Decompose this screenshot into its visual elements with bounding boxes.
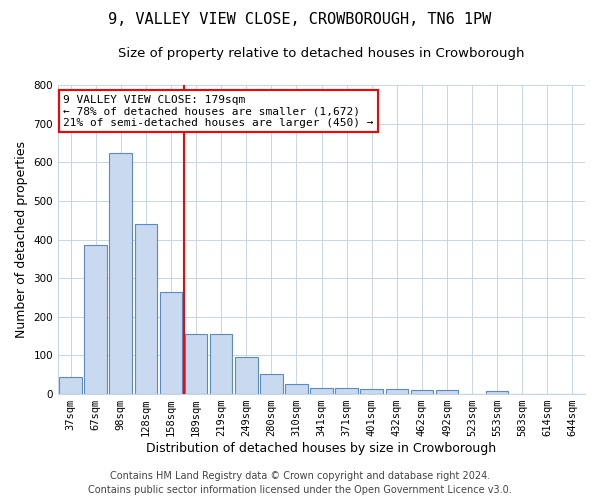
Bar [436, 390, 458, 394]
Bar [210, 334, 232, 394]
Bar [235, 356, 257, 394]
Bar [335, 388, 358, 394]
Bar [134, 224, 157, 394]
Bar [285, 384, 308, 394]
Text: Contains HM Land Registry data © Crown copyright and database right 2024.
Contai: Contains HM Land Registry data © Crown c… [88, 471, 512, 495]
Bar [59, 376, 82, 394]
Bar [109, 153, 132, 394]
Bar [361, 389, 383, 394]
Title: Size of property relative to detached houses in Crowborough: Size of property relative to detached ho… [118, 48, 525, 60]
Bar [85, 246, 107, 394]
Bar [310, 388, 333, 394]
Text: 9 VALLEY VIEW CLOSE: 179sqm
← 78% of detached houses are smaller (1,672)
21% of : 9 VALLEY VIEW CLOSE: 179sqm ← 78% of det… [64, 94, 374, 128]
Bar [386, 389, 408, 394]
X-axis label: Distribution of detached houses by size in Crowborough: Distribution of detached houses by size … [146, 442, 497, 455]
Bar [486, 392, 508, 394]
Y-axis label: Number of detached properties: Number of detached properties [15, 141, 28, 338]
Bar [185, 334, 208, 394]
Bar [260, 374, 283, 394]
Bar [410, 390, 433, 394]
Text: 9, VALLEY VIEW CLOSE, CROWBOROUGH, TN6 1PW: 9, VALLEY VIEW CLOSE, CROWBOROUGH, TN6 1… [109, 12, 491, 28]
Bar [160, 292, 182, 394]
